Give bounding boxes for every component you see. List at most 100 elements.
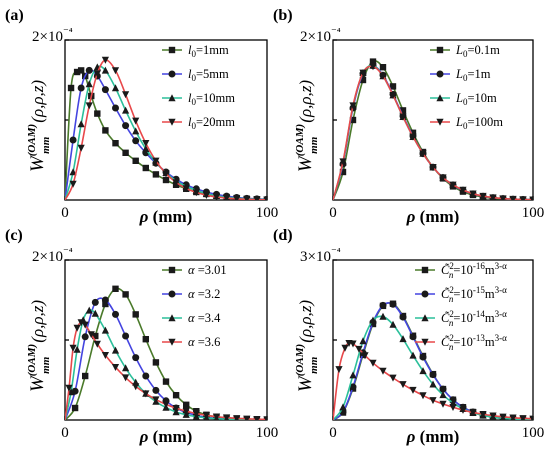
data-point <box>429 164 437 171</box>
data-point <box>152 359 160 366</box>
data-point <box>349 102 357 110</box>
data-point <box>233 415 241 420</box>
data-point <box>111 67 120 75</box>
legend: C̃2 n=10-16m3-α C̃2 n=10-15m3-α C̃2 n=10-14m3… <box>415 261 507 352</box>
data-point <box>152 386 160 394</box>
data-point <box>182 408 190 415</box>
data-point <box>389 300 397 308</box>
data-point <box>172 404 180 412</box>
y-tick-max-label: 2×10⁻⁴ <box>32 26 73 45</box>
series-1 <box>333 58 533 200</box>
data-point <box>499 195 507 200</box>
data-point <box>233 195 241 200</box>
data-point <box>142 145 150 152</box>
data-point <box>399 381 407 389</box>
panel-a: (a) 2×10⁻⁴ 0 100 ρ (mm) W(OAM) mm(ρ,ρ,z) l0=1mm… <box>5 7 278 226</box>
series-line <box>65 59 267 200</box>
data-point <box>409 333 417 341</box>
x-axis-label: ρ (mm) <box>406 207 460 226</box>
legend-marker <box>168 314 176 322</box>
legend-label: L0=0.1m <box>455 43 500 59</box>
data-point <box>359 337 367 345</box>
data-point <box>132 354 140 362</box>
data-point <box>122 91 130 99</box>
data-point <box>449 404 457 411</box>
data-point <box>359 76 367 84</box>
data-point <box>73 68 81 76</box>
series-4 <box>333 340 533 420</box>
data-point <box>192 189 200 197</box>
data-point <box>379 301 387 309</box>
data-point <box>379 64 387 71</box>
data-point <box>67 388 75 396</box>
data-point <box>369 359 377 367</box>
data-point <box>202 412 210 420</box>
data-point <box>439 174 447 182</box>
series-line <box>333 65 533 200</box>
data-point <box>71 404 79 412</box>
x-tick-label: 0 <box>61 425 69 441</box>
data-point <box>81 321 89 329</box>
data-point <box>77 84 85 92</box>
data-point <box>142 164 149 172</box>
data-point <box>101 326 109 334</box>
data-point <box>369 316 377 324</box>
data-point <box>122 291 129 298</box>
data-point <box>69 344 77 352</box>
legend-label: α =3.01 <box>188 263 227 277</box>
data-point <box>439 391 447 399</box>
data-point <box>73 324 81 332</box>
data-point <box>223 414 231 420</box>
series-3 <box>333 312 533 420</box>
data-point <box>529 415 533 420</box>
legend-label: C̃2 n=10-14m3-α <box>441 309 507 328</box>
data-point <box>94 110 101 117</box>
legend-label: C̃2 n=10-13m3-α <box>441 333 507 352</box>
data-point <box>82 372 89 380</box>
legend-marker <box>421 266 429 274</box>
data-point <box>519 196 527 200</box>
data-point <box>349 340 357 348</box>
data-point <box>349 383 357 391</box>
legend-marker <box>168 46 176 54</box>
data-point <box>182 185 190 193</box>
data-point <box>379 367 387 375</box>
data-point <box>202 192 210 199</box>
data-point <box>101 86 109 94</box>
data-point <box>85 80 93 88</box>
data-point <box>122 149 129 156</box>
data-point <box>122 374 130 382</box>
data-point <box>253 196 261 200</box>
data-point <box>111 364 120 371</box>
legend-label: L0=10m <box>455 91 497 107</box>
legend-marker <box>168 70 176 78</box>
legend-marker <box>436 118 444 126</box>
series-1 <box>65 67 267 200</box>
legend-label: α =3.6 <box>188 335 220 349</box>
legend-marker <box>421 314 429 322</box>
data-point <box>489 194 497 200</box>
data-point <box>479 411 487 419</box>
series-4 <box>65 56 267 200</box>
data-point <box>111 84 120 92</box>
data-point <box>399 113 407 121</box>
data-point <box>253 416 261 420</box>
data-point <box>85 66 93 74</box>
data-point <box>399 335 407 343</box>
data-point <box>429 380 437 388</box>
panel-label: (b) <box>273 7 293 24</box>
data-point <box>111 346 120 354</box>
data-point <box>429 397 437 405</box>
data-point <box>419 367 427 375</box>
y-tick-max-label: 3×10⁻⁴ <box>300 246 341 265</box>
data-point <box>77 144 85 152</box>
x-tick-label: 100 <box>522 205 545 221</box>
data-point <box>162 176 170 184</box>
data-point <box>389 92 397 99</box>
data-point <box>122 364 130 372</box>
y-axis-label: W(OAM) mm(ρ,ρ,z) <box>26 80 52 172</box>
x-tick-label: 100 <box>256 205 279 221</box>
panel-label: (c) <box>5 227 23 244</box>
data-point <box>409 386 417 394</box>
data-point <box>369 58 377 65</box>
